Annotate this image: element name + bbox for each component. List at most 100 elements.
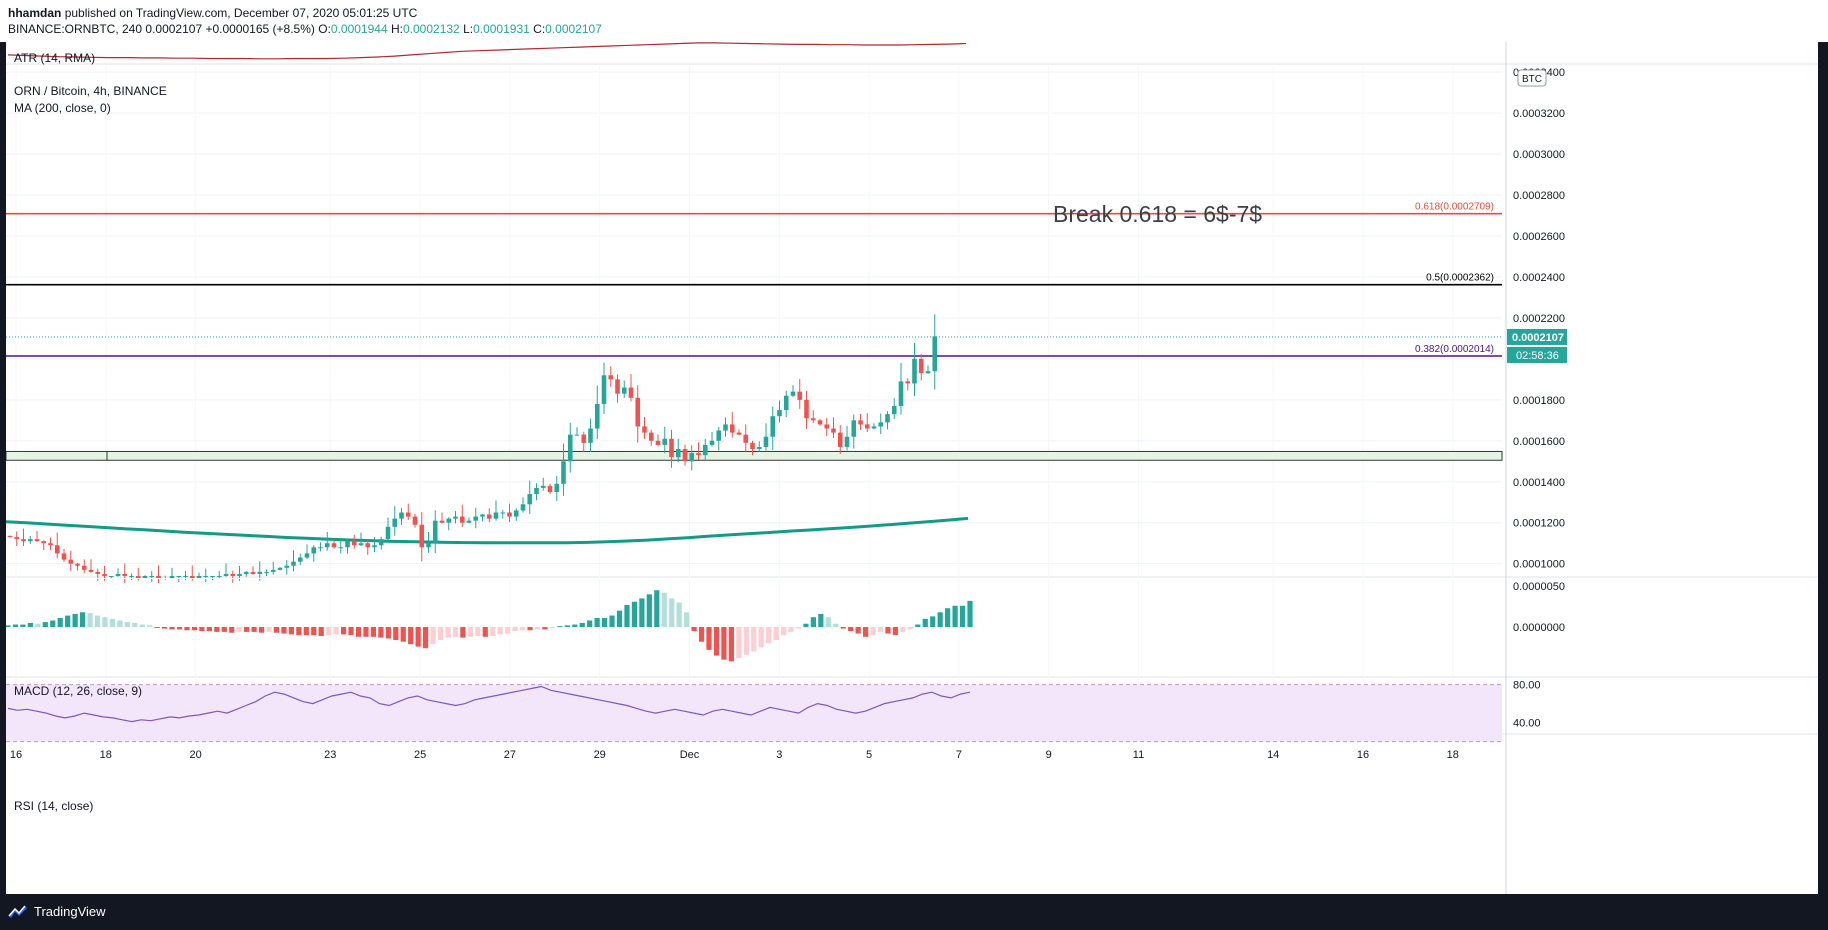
candle-body bbox=[844, 436, 850, 447]
candle-body bbox=[459, 516, 465, 523]
fib-label: 0.5(0.0002362) bbox=[1426, 273, 1494, 284]
candle-body bbox=[723, 424, 728, 431]
candle-body bbox=[507, 512, 512, 517]
candle-body bbox=[108, 575, 114, 577]
candle-body bbox=[169, 575, 175, 579]
macd-bar bbox=[624, 604, 630, 627]
macd-bar bbox=[348, 627, 354, 636]
macd-bar bbox=[273, 627, 280, 633]
candle-body bbox=[14, 537, 20, 540]
price-tick-label: 0.0001800 bbox=[1513, 395, 1565, 407]
candle-body bbox=[797, 391, 803, 400]
candle-body bbox=[21, 539, 26, 542]
macd-bar bbox=[833, 623, 839, 627]
macd-bar bbox=[549, 627, 555, 628]
candle-body bbox=[831, 428, 836, 433]
countdown-text: 02:58:36 bbox=[1516, 350, 1559, 362]
candle-body bbox=[567, 434, 573, 462]
chart-svg[interactable]: 0.618(0.0002709) 0.5(0.0002362) 0.382(0.00… bbox=[5, 42, 1818, 894]
candle-body bbox=[466, 520, 472, 523]
macd-bar bbox=[333, 627, 339, 635]
candle-body bbox=[804, 399, 809, 419]
macd-bar bbox=[780, 627, 787, 636]
candle-body bbox=[540, 485, 546, 488]
candle-body bbox=[648, 432, 654, 441]
price-tick-label: 0.0001000 bbox=[1513, 559, 1565, 571]
macd-bar bbox=[5, 625, 11, 627]
candle-body bbox=[115, 573, 121, 576]
candle-body bbox=[527, 494, 533, 505]
macd-tick-label: 0.0000050 bbox=[1513, 581, 1565, 593]
c-label: C: bbox=[533, 22, 546, 36]
candle-body bbox=[601, 375, 607, 404]
candle-body bbox=[473, 516, 479, 521]
macd-bar bbox=[736, 627, 742, 659]
author[interactable]: hhamdan bbox=[8, 6, 62, 20]
macd-bar bbox=[50, 620, 56, 627]
time-tick-label: 16 bbox=[10, 749, 22, 761]
macd-bar bbox=[430, 627, 436, 645]
chart-area[interactable]: 0.618(0.0002709) 0.5(0.0002362) 0.382(0.00… bbox=[5, 42, 1818, 894]
macd-bar bbox=[945, 608, 951, 627]
candle-body bbox=[621, 387, 627, 394]
candle-body bbox=[432, 520, 438, 544]
candle-body bbox=[696, 453, 701, 456]
candle-body bbox=[642, 426, 647, 433]
tradingview-brand[interactable]: TradingView bbox=[34, 904, 106, 919]
macd-bar bbox=[952, 605, 958, 627]
candle-body bbox=[743, 434, 749, 443]
time-tick-label: 27 bbox=[504, 749, 516, 761]
macd-bar bbox=[12, 624, 19, 627]
change: +0.0000165 (+8.5%) bbox=[205, 22, 315, 36]
macd-bar bbox=[519, 627, 526, 631]
fib-label: 0.382(0.0002014) bbox=[1415, 344, 1494, 355]
candle-body bbox=[662, 438, 668, 445]
candle-body bbox=[351, 541, 357, 546]
macd-bar bbox=[244, 627, 250, 632]
macd-bar bbox=[65, 615, 71, 627]
macd-bar bbox=[751, 627, 757, 652]
macd-bar bbox=[848, 627, 854, 632]
candle-body bbox=[574, 434, 580, 436]
macd-bar bbox=[452, 627, 459, 637]
macd-bar bbox=[967, 600, 973, 627]
candle-body bbox=[689, 453, 695, 462]
candle-body bbox=[41, 541, 47, 544]
candle-body bbox=[54, 545, 60, 554]
candle-body bbox=[102, 573, 107, 576]
candle-body bbox=[925, 371, 931, 374]
candle-body bbox=[635, 397, 641, 427]
macd-bar bbox=[176, 627, 183, 630]
macd-bar bbox=[378, 627, 384, 638]
candle-body bbox=[264, 571, 269, 573]
macd-bar bbox=[885, 627, 891, 634]
candle-body bbox=[439, 520, 445, 523]
h-label: H: bbox=[390, 22, 403, 36]
macd-bar bbox=[661, 592, 667, 627]
candle-body bbox=[277, 567, 283, 570]
macd-bar bbox=[467, 627, 473, 637]
macd-bar bbox=[676, 602, 682, 627]
candle-body bbox=[810, 418, 816, 421]
candle-body bbox=[358, 543, 364, 546]
macd-bar bbox=[855, 627, 861, 634]
candle-body bbox=[912, 358, 917, 384]
candle-body bbox=[669, 438, 674, 458]
macd-tick-label: 0.0000000 bbox=[1513, 622, 1565, 634]
candle-body bbox=[34, 539, 40, 542]
candle-body bbox=[554, 483, 560, 493]
annotation-text[interactable]: Break 0.618 = 6$-7$ bbox=[1053, 201, 1262, 227]
price-tick-label: 0.0001400 bbox=[1513, 477, 1565, 489]
candle-body bbox=[486, 514, 492, 519]
rsi-band bbox=[6, 684, 1502, 742]
macd-bar bbox=[117, 620, 123, 627]
candle-body bbox=[837, 432, 843, 447]
candle-body bbox=[858, 420, 863, 425]
macd-bar bbox=[721, 627, 727, 660]
macd-bar bbox=[229, 627, 235, 633]
macd-bar bbox=[922, 618, 928, 627]
macd-bar bbox=[706, 627, 712, 650]
macd-bar bbox=[20, 624, 26, 627]
candle-body bbox=[291, 561, 296, 566]
candle-body bbox=[770, 416, 776, 437]
